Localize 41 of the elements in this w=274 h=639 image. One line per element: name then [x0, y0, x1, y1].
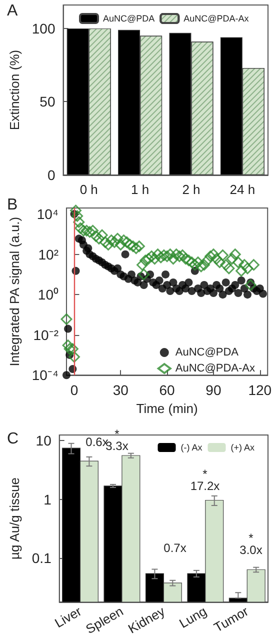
x-tick-label: 90 — [206, 382, 222, 398]
y-tick-label: 10⁴ — [36, 206, 58, 222]
y-tick-label: 1 — [44, 491, 52, 508]
chart-title: B — [7, 196, 18, 214]
y-axis-title: µg Au/g tissue — [7, 478, 22, 560]
legend-label: (-) Ax — [180, 442, 203, 452]
x-axis-title: Time (min) — [136, 401, 198, 416]
legend-label: (+) Ax — [230, 442, 256, 452]
y-tick-label: 0 — [47, 167, 56, 183]
x-tick-label: 2 h — [182, 182, 200, 197]
y-tick-label: 0.1 — [32, 550, 52, 566]
chart-title: A — [7, 2, 18, 20]
x-tick-label: 1 h — [130, 182, 150, 197]
annotation: * — [248, 531, 254, 545]
chart-title: C — [7, 430, 19, 448]
y-tick-label: 10 — [36, 432, 52, 449]
y-tick-label: 50 — [40, 94, 56, 110]
legend-label: AuNC@PDA — [103, 14, 155, 24]
x-tick-label: 120 — [248, 382, 272, 398]
x-tick-label: 0 — [70, 382, 78, 398]
y-tick-label: 10⁻⁴ — [32, 367, 58, 384]
legend-label: AuNC@PDA-Ax — [184, 14, 250, 24]
annotation: * — [114, 427, 120, 441]
legend-label: AuNC@PDA — [175, 346, 240, 358]
x-tick-label: 24 h — [230, 182, 256, 197]
y-axis-title: Integrated PA signal (a.u.) — [7, 216, 22, 366]
y-axis-title: Extinction (%) — [7, 50, 22, 130]
x-tick-label: 0 h — [80, 182, 98, 197]
annotation: 3.0x — [240, 543, 262, 557]
annotation: 0.7x — [164, 541, 186, 555]
x-tick-label: Liver — [52, 603, 85, 631]
legend-label: AuNC@PDA-Ax — [175, 362, 256, 374]
annotation: * — [202, 467, 208, 481]
y-tick-label: 10² — [38, 246, 59, 262]
y-tick-label: 10⁰ — [38, 286, 58, 303]
x-tick-label: 60 — [159, 382, 176, 398]
x-tick-label: 30 — [112, 382, 129, 398]
y-tick-label: 100 — [32, 20, 56, 36]
x-tick-label: Lung — [176, 604, 210, 631]
annotation: 17.2x — [190, 479, 220, 493]
y-tick-label: 10⁻² — [33, 326, 59, 343]
